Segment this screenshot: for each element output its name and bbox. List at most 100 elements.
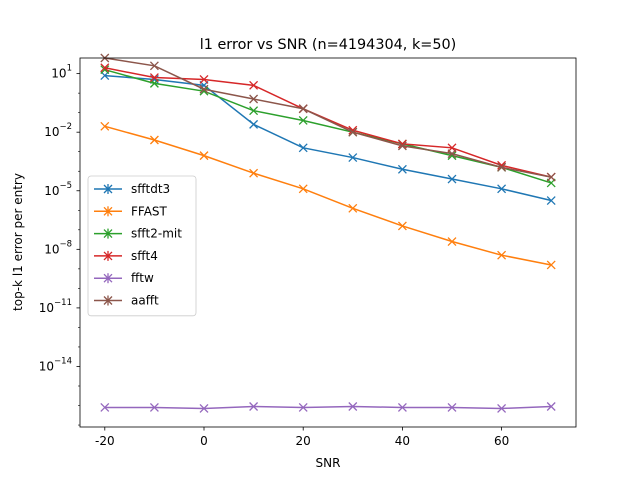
- x-tick-label: 20: [296, 434, 311, 448]
- series-line-sfft2-mit: [104, 68, 552, 184]
- marker-stroke-b: [298, 116, 308, 125]
- marker-stroke-b: [348, 203, 358, 213]
- legend-entry-sfft4: sfft4: [94, 249, 158, 263]
- marker-stroke-b: [249, 80, 259, 90]
- data-point-aafft: [447, 149, 457, 159]
- y-tick-label: 10−11: [39, 298, 72, 315]
- series-line-sfftdt3: [104, 74, 552, 202]
- marker-stroke-b: [100, 63, 110, 73]
- marker-stroke-b: [149, 61, 159, 71]
- data-point-aafft: [249, 94, 259, 104]
- marker-stroke-b: [249, 402, 259, 411]
- data-point-fftw: [298, 403, 308, 412]
- marker-stroke-b: [348, 125, 358, 135]
- y-tick-base: 10: [39, 301, 54, 315]
- data-point-FFAST: [249, 168, 259, 178]
- marker-stroke-b: [497, 184, 507, 194]
- data-point-sfftdt3: [447, 174, 457, 184]
- marker-stroke-b: [199, 84, 209, 94]
- marker-stroke-b: [546, 402, 556, 411]
- data-point-FFAST: [199, 151, 209, 161]
- y-axis-label: top-k l1 error per entry: [11, 173, 25, 311]
- marker-stroke-b: [249, 106, 259, 116]
- data-point-fftw: [546, 402, 556, 411]
- marker-stroke-b: [546, 196, 556, 205]
- data-point-FFAST: [100, 121, 110, 131]
- marker-stroke-b: [497, 160, 507, 170]
- marker-stroke-b: [100, 65, 110, 75]
- data-point-FFAST: [447, 237, 457, 246]
- legend-label: FFAST: [131, 204, 168, 218]
- marker-stroke-b: [249, 119, 259, 129]
- data-point-aafft: [298, 104, 308, 114]
- x-tick-label: 0: [200, 434, 208, 448]
- marker-stroke-b: [348, 153, 358, 163]
- marker-stroke-b: [100, 121, 110, 131]
- marker-stroke-b: [298, 104, 308, 114]
- chart-title: l1 error vs SNR (n=4194304, k=50): [200, 37, 457, 53]
- marker-stroke-b: [199, 403, 209, 413]
- x-axis: -20 0 20 40 60: [95, 427, 509, 448]
- data-point-sfft4: [149, 73, 159, 82]
- marker-stroke-b: [199, 75, 209, 84]
- y-tick-label: 10−5: [44, 181, 72, 198]
- data-point-sfft2-mit: [249, 106, 259, 116]
- marker-stroke-b: [497, 162, 507, 172]
- data-point-sfftdt3: [497, 184, 507, 194]
- legend-label: aafft: [131, 294, 159, 308]
- marker-stroke-b: [397, 139, 407, 149]
- data-point-fftw: [100, 403, 110, 412]
- data-point-fftw: [149, 403, 159, 412]
- legend-label: sfft2-mit: [131, 227, 182, 241]
- series-layer: [100, 53, 556, 413]
- y-tick-exponent: −8: [59, 239, 72, 249]
- marker-stroke-b: [447, 403, 457, 412]
- data-point-sfft2-mit: [298, 116, 308, 125]
- y-tick-base: 10: [44, 242, 59, 256]
- x-tick-label: 40: [395, 434, 410, 448]
- series-line-sfft4: [104, 67, 552, 178]
- y-tick-exponent: −5: [59, 181, 72, 191]
- marker-stroke-b: [447, 237, 457, 246]
- data-point-sfftdt3: [298, 143, 308, 153]
- data-point-sfft2-mit: [100, 65, 110, 75]
- legend-label: sfftdt3: [131, 182, 170, 196]
- data-point-aafft: [397, 141, 407, 151]
- y-tick-label: 10−8: [44, 239, 72, 256]
- marker-stroke-b: [199, 86, 209, 96]
- series-FFAST: [100, 121, 556, 270]
- marker-stroke-b: [447, 174, 457, 184]
- legend-entry-aafft: aafft: [94, 294, 159, 308]
- marker-stroke-b: [397, 403, 407, 412]
- data-point-FFAST: [546, 260, 556, 270]
- marker-stroke-b: [397, 164, 407, 174]
- series-line-FFAST: [104, 125, 552, 266]
- data-point-FFAST: [348, 203, 358, 213]
- data-point-fftw: [249, 402, 259, 411]
- marker-stroke-b: [298, 403, 308, 412]
- marker-stroke-b: [298, 143, 308, 153]
- y-tick-base: 10: [39, 359, 54, 373]
- y-tick-base: 10: [44, 125, 59, 139]
- data-point-aafft: [546, 172, 556, 182]
- legend-label: fftw: [131, 271, 154, 285]
- data-point-aafft: [497, 162, 507, 172]
- marker-stroke-b: [199, 151, 209, 161]
- marker-stroke-b: [249, 94, 259, 104]
- y-tick-label: 101: [51, 64, 72, 81]
- data-point-FFAST: [397, 221, 407, 231]
- data-point-sfftdt3: [397, 164, 407, 174]
- marker-stroke-b: [249, 168, 259, 178]
- data-point-sfftdt3: [249, 119, 259, 129]
- legend: sfftdt3 FFAST sfft2-mit sfft4 fftw aafft: [87, 175, 197, 317]
- y-tick-label: 10−2: [44, 122, 72, 139]
- data-point-fftw: [397, 403, 407, 412]
- marker-stroke-b: [497, 403, 507, 413]
- marker-stroke-b: [149, 135, 159, 145]
- marker-stroke-b: [149, 403, 159, 412]
- data-point-aafft: [348, 127, 358, 137]
- marker-stroke-b: [100, 403, 110, 412]
